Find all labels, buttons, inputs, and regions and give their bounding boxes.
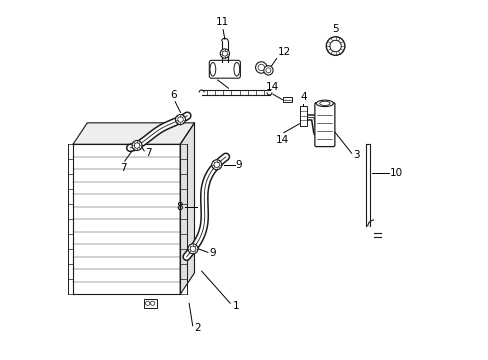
FancyBboxPatch shape [314, 103, 334, 147]
Text: 14: 14 [276, 135, 289, 145]
Circle shape [263, 66, 272, 75]
Polygon shape [73, 144, 180, 294]
Ellipse shape [210, 63, 215, 76]
Bar [283, 97, 291, 103]
Circle shape [214, 162, 219, 167]
Polygon shape [73, 123, 194, 144]
Circle shape [329, 40, 341, 52]
Circle shape [211, 160, 222, 170]
Text: 4: 4 [300, 92, 306, 102]
Circle shape [190, 246, 195, 252]
Text: 2: 2 [193, 323, 200, 333]
Text: 7: 7 [120, 163, 127, 173]
Text: 11: 11 [215, 18, 228, 27]
Text: 12: 12 [277, 47, 290, 57]
Circle shape [177, 117, 183, 122]
Circle shape [145, 301, 149, 305]
Text: 9: 9 [208, 248, 215, 258]
Text: 9: 9 [235, 160, 242, 170]
Text: 1: 1 [233, 301, 239, 311]
Circle shape [265, 68, 270, 73]
Text: 6: 6 [170, 90, 177, 99]
Circle shape [325, 37, 344, 55]
Bar [300, 106, 306, 126]
Polygon shape [373, 233, 380, 237]
Circle shape [134, 143, 140, 148]
Circle shape [187, 244, 198, 254]
Bar [143, 299, 156, 307]
Text: 10: 10 [389, 168, 403, 178]
Circle shape [258, 64, 264, 71]
Text: 13: 13 [208, 68, 222, 78]
Text: 7: 7 [144, 148, 151, 158]
Text: 14: 14 [265, 82, 278, 93]
Circle shape [150, 301, 155, 305]
Ellipse shape [233, 63, 239, 76]
Text: 3: 3 [352, 150, 359, 160]
Ellipse shape [316, 100, 333, 107]
Circle shape [132, 140, 142, 150]
Text: 8: 8 [176, 202, 183, 212]
Circle shape [220, 49, 229, 58]
Circle shape [255, 62, 266, 73]
Circle shape [175, 114, 185, 125]
Polygon shape [180, 123, 194, 294]
FancyBboxPatch shape [209, 60, 240, 78]
Circle shape [222, 51, 227, 56]
Polygon shape [365, 144, 369, 226]
Ellipse shape [319, 101, 329, 105]
Text: 5: 5 [332, 24, 338, 34]
